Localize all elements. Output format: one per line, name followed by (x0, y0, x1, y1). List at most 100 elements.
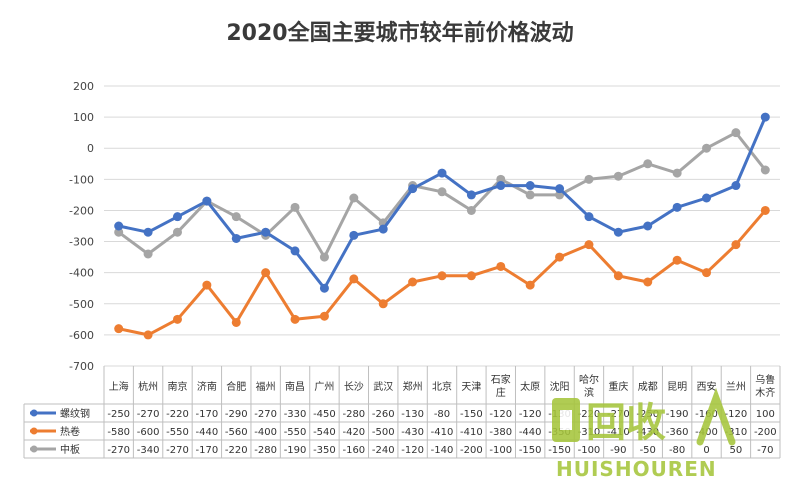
data-point (349, 230, 359, 240)
y-tick-label: -100 (69, 173, 94, 186)
table-cell-value: -190 (284, 445, 307, 456)
table-cell-value: -150 (519, 445, 542, 456)
data-point (437, 168, 447, 178)
x-category-label: 福州 (256, 380, 276, 393)
data-point (319, 311, 329, 321)
watermark-block (560, 410, 572, 430)
data-point (672, 202, 682, 212)
data-point (496, 181, 506, 191)
table-cell-value: -270 (137, 409, 160, 420)
data-point (760, 165, 770, 175)
data-point (466, 205, 476, 215)
y-tick-label: -400 (69, 267, 94, 280)
table-cell-value: -150 (460, 409, 483, 420)
table-cell-value: 100 (756, 409, 775, 420)
table-cell-value: -280 (342, 409, 365, 420)
data-point (290, 202, 300, 212)
data-point (437, 187, 447, 197)
table-cell-value: -130 (401, 409, 424, 420)
data-point (584, 174, 594, 184)
table-cell-value: -150 (548, 445, 571, 456)
table-cell-value: -100 (489, 445, 512, 456)
data-point (731, 181, 741, 191)
legend-label: 热卷 (60, 425, 80, 438)
table-cell-value: -220 (578, 409, 601, 420)
watermark-logo: 回收 HUISHOUREN (552, 387, 736, 481)
data-point (349, 193, 359, 203)
data-point (290, 246, 300, 256)
x-category-label: 木齐 (755, 386, 775, 399)
data-point (231, 212, 241, 222)
table-cell-value: -100 (578, 445, 601, 456)
table-cell-value: -450 (313, 409, 336, 420)
data-point (643, 221, 653, 231)
legend-marker (30, 445, 38, 453)
y-tick-label: 0 (87, 142, 94, 155)
table-cell-value: -340 (137, 445, 160, 456)
data-point (643, 277, 653, 287)
x-category-label: 兰州 (726, 380, 746, 393)
y-tick-label: -700 (69, 360, 94, 373)
table-cell-value: -410 (431, 427, 454, 438)
x-category-label: 天津 (461, 381, 481, 393)
table-cell-value: -310 (578, 427, 601, 438)
table-cell-value: -170 (196, 409, 219, 420)
data-point (496, 261, 506, 271)
legend-label: 螺纹钢 (60, 407, 90, 420)
chart-title: 2020全国主要城市较年前价格波动 (226, 20, 573, 46)
table-cell-value: -400 (254, 427, 277, 438)
table-cell-value: -310 (725, 427, 748, 438)
table-cell-value: -440 (519, 427, 542, 438)
table-cell-value: -430 (401, 427, 424, 438)
table-cell-value: -160 (342, 445, 365, 456)
x-category-label: 重庆 (608, 380, 628, 393)
y-tick-label: -500 (69, 298, 94, 311)
watermark: 回收 HUISHOUREN (552, 387, 736, 481)
table-cell-value: -380 (489, 427, 512, 438)
data-point (114, 227, 124, 237)
data-point (319, 283, 329, 293)
table-cell-value: -260 (372, 409, 395, 420)
table-cell-value: -410 (460, 427, 483, 438)
data-point (172, 212, 182, 222)
data-point (702, 143, 712, 153)
legend-marker (30, 409, 38, 417)
table-cell-value: -550 (284, 427, 307, 438)
table-cell-value: -120 (725, 409, 748, 420)
table-cell-value: -120 (489, 409, 512, 420)
x-category-label: 南京 (167, 380, 187, 393)
data-point (760, 205, 770, 215)
data-point (496, 174, 506, 184)
x-category-label: 太原 (520, 380, 540, 393)
x-category-label: 广州 (314, 381, 334, 393)
data-point (466, 190, 476, 200)
table-cell-value: -440 (196, 427, 219, 438)
data-point (437, 271, 447, 281)
table-cell-value: -80 (434, 409, 450, 420)
x-category-label: 北京 (432, 380, 452, 393)
table-cell-value: -90 (610, 445, 626, 456)
x-category-label: 乌鲁 (755, 373, 775, 386)
table-cell-value: -410 (607, 427, 630, 438)
table-cell-value: -50 (640, 445, 656, 456)
data-point (613, 227, 623, 237)
y-tick-label: -600 (69, 329, 94, 342)
data-point (231, 233, 241, 243)
table-cell-value: -250 (636, 409, 659, 420)
x-category-label: 南昌 (285, 380, 305, 393)
table-cell-value: -120 (401, 445, 424, 456)
data-point (555, 184, 565, 194)
x-category-label: 昆明 (667, 381, 687, 393)
table-cell-value: -200 (754, 427, 777, 438)
series-line (118, 116, 767, 290)
y-tick-label: -200 (69, 204, 94, 217)
table-cell-value: -290 (225, 409, 248, 420)
x-category-label: 沈阳 (550, 380, 570, 393)
table-cell-value: -240 (372, 445, 395, 456)
x-category-label: 滨 (584, 386, 594, 399)
data-point (114, 324, 124, 334)
table-cell-value: -350 (313, 445, 336, 456)
table-cell-value: -70 (757, 445, 773, 456)
data-point (408, 277, 418, 287)
